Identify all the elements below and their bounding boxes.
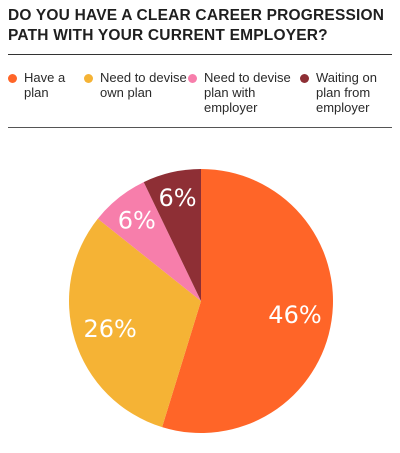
legend-item-waiting-on-plan: Waiting on plan from employer [300,70,377,115]
chart-title: DO YOU HAVE A CLEAR CAREER PROGRESSION P… [8,7,385,44]
pie-slice-plan-with-employer [97,182,201,301]
legend-label-plan-with-employer: Need to devise plan with employer [204,70,291,115]
pie-slices [68,169,333,433]
data-label-plan-with-employer: 6% [118,207,156,235]
pie-slice-own-plan [68,218,202,428]
legend-swatch-own-plan [84,74,93,83]
data-label-waiting-on-plan: 6% [158,184,196,212]
legend-swatch-plan-with-employer [188,74,197,83]
legend-item-have-plan: Have a plan [8,70,65,100]
legend-swatch-waiting-on-plan [300,74,309,83]
legend-item-plan-with-employer: Need to devise plan with employer [188,70,291,115]
legend-label-waiting-on-plan: Waiting on plan from employer [316,70,377,115]
pie-slice-waiting-on-plan [143,169,201,301]
legend-label-have-plan: Have a plan [24,70,66,100]
pie-slice-have-plan [162,169,333,433]
data-label-own-plan: 26% [84,315,137,343]
legend-divider [8,127,392,128]
legend-label-own-plan: Need to devise own plan [100,70,187,100]
legend: Have a plan Need to devise own plan Need… [8,70,400,122]
pie-chart: 46% 26% 6%6% [68,169,333,433]
data-label-have-plan: 46% [268,301,321,329]
title-divider [8,54,392,55]
legend-item-own-plan: Need to devise own plan [84,70,187,100]
legend-swatch-have-plan [8,74,17,83]
pie-data-labels: 46% 26% 6%6% [84,184,322,343]
